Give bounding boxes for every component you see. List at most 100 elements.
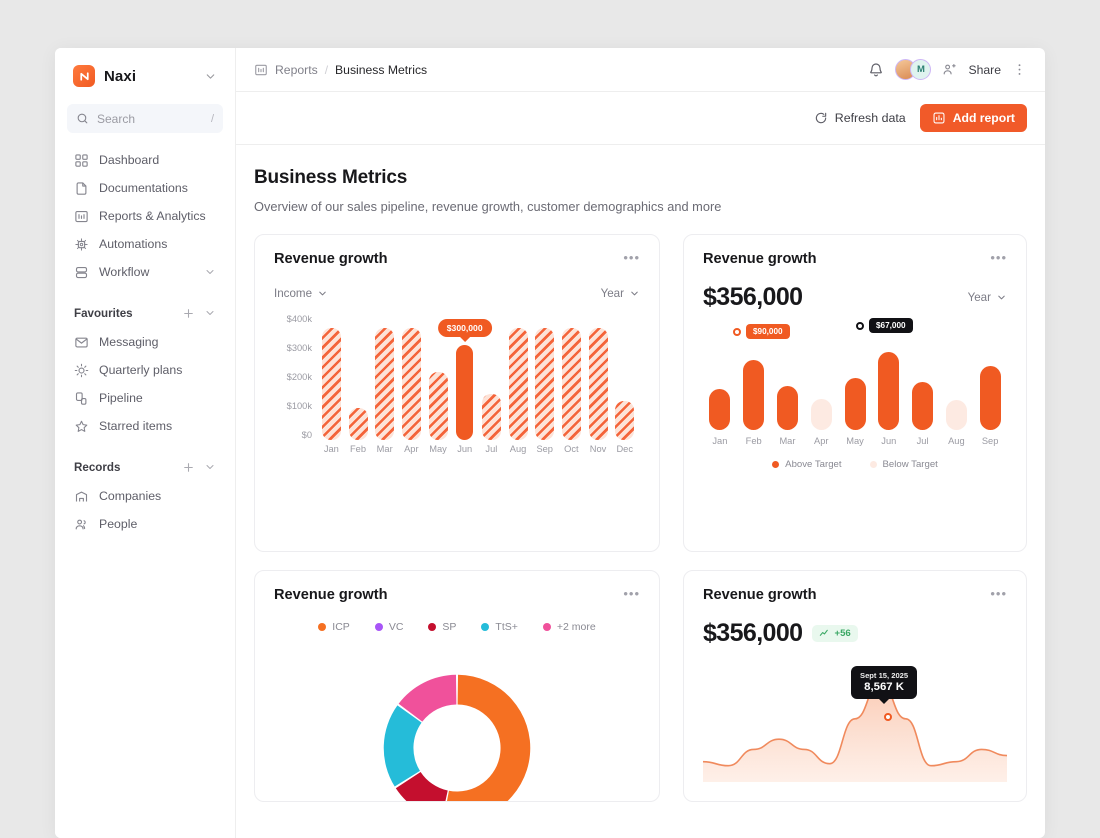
chevron-down-icon[interactable]: [204, 307, 216, 319]
bar-column[interactable]: [737, 360, 771, 430]
bar[interactable]: [776, 386, 798, 430]
bar[interactable]: [481, 394, 501, 440]
bar[interactable]: [743, 360, 765, 430]
sidebar-item-label: Messaging: [99, 335, 159, 349]
donut-slice[interactable]: [398, 674, 457, 722]
bar-column[interactable]: [585, 328, 612, 440]
sidebar-item-pipeline[interactable]: Pipeline: [67, 384, 223, 412]
card-title: Revenue growth: [274, 587, 388, 603]
bar[interactable]: [348, 408, 368, 440]
ellipsis-icon[interactable]: •••: [623, 250, 640, 265]
avatar-group[interactable]: M: [895, 59, 932, 80]
refresh-data-button[interactable]: Refresh data: [814, 111, 906, 125]
bar[interactable]: [428, 372, 448, 440]
sidebar-item-documentations[interactable]: Documentations: [67, 174, 223, 202]
bar-column[interactable]: [478, 394, 505, 440]
brand[interactable]: Naxi: [67, 48, 223, 104]
bar[interactable]: [878, 352, 900, 430]
add-report-button[interactable]: Add report: [919, 104, 1027, 132]
bell-icon[interactable]: [868, 62, 884, 78]
chevron-down-icon[interactable]: [204, 266, 216, 278]
legend-item[interactable]: +2 more: [542, 621, 596, 633]
bar-column[interactable]: [906, 382, 940, 430]
bar-column[interactable]: [398, 328, 425, 440]
bar[interactable]: [535, 328, 555, 440]
bar-column[interactable]: [611, 401, 638, 440]
bar[interactable]: [615, 401, 635, 440]
legend-item[interactable]: SP: [428, 621, 456, 633]
bar[interactable]: [456, 345, 474, 440]
plus-icon[interactable]: [182, 307, 195, 320]
bar[interactable]: [709, 389, 731, 430]
bar-column[interactable]: [703, 389, 737, 430]
bar-column[interactable]: [939, 400, 973, 430]
bar-column[interactable]: [318, 328, 345, 440]
bar[interactable]: [945, 400, 967, 430]
metric-select[interactable]: Income: [274, 287, 328, 300]
bar[interactable]: [508, 328, 528, 440]
ytick-label: $300k: [286, 343, 312, 353]
more-vertical-icon[interactable]: [1012, 62, 1027, 77]
legend-item[interactable]: VC: [374, 621, 403, 633]
bar-column[interactable]: [425, 372, 452, 440]
bar[interactable]: [810, 399, 832, 430]
sidebar-item-quarterly-plans[interactable]: Quarterly plans: [67, 356, 223, 384]
chevron-down-icon[interactable]: [204, 461, 216, 473]
breadcrumb-root[interactable]: Reports: [275, 62, 318, 77]
period-select[interactable]: Year: [601, 287, 640, 300]
bar-column[interactable]: [804, 399, 838, 430]
sidebar-item-companies[interactable]: Companies: [67, 482, 223, 510]
bar-column[interactable]: [345, 408, 372, 440]
card-title: Revenue growth: [274, 251, 388, 267]
donut-slice[interactable]: [443, 674, 531, 802]
bar[interactable]: [321, 328, 341, 440]
legend-item[interactable]: ICP: [318, 621, 350, 633]
sidebar-item-people[interactable]: People: [67, 510, 223, 538]
bar[interactable]: [401, 328, 421, 440]
bar-column[interactable]: [973, 366, 1007, 430]
bar-column[interactable]: [558, 328, 585, 440]
sidebar-item-dashboard[interactable]: Dashboard: [67, 146, 223, 174]
bar[interactable]: [844, 378, 866, 430]
card2-value: $356,000: [703, 283, 803, 311]
share-people-icon[interactable]: [942, 62, 957, 77]
xtick-label: Apr: [814, 436, 829, 446]
bar-column[interactable]: [838, 378, 872, 430]
bar-column[interactable]: [872, 352, 906, 430]
sidebar-item-automations[interactable]: Automations: [67, 230, 223, 258]
legend-below-target[interactable]: Below Target: [869, 459, 938, 470]
bar[interactable]: [912, 382, 934, 430]
ellipsis-icon[interactable]: •••: [990, 250, 1007, 265]
sidebar-item-workflow[interactable]: Workflow: [67, 258, 223, 286]
share-button[interactable]: Share: [968, 62, 1001, 77]
bar[interactable]: [561, 328, 581, 440]
chevron-down-icon[interactable]: [204, 70, 217, 83]
search-input[interactable]: Search /: [67, 104, 223, 133]
bar-column[interactable]: [771, 386, 805, 430]
sidebar-item-label: Documentations: [99, 181, 188, 195]
bar-column[interactable]: [531, 328, 558, 440]
legend-dot: [428, 623, 437, 631]
sidebar-item-label: Starred items: [99, 419, 173, 433]
xtick-label: Jul: [485, 444, 498, 454]
sidebar-item-starred-items[interactable]: Starred items: [67, 412, 223, 440]
ellipsis-icon[interactable]: •••: [623, 586, 640, 601]
ellipsis-icon[interactable]: •••: [990, 586, 1007, 601]
breadcrumb-current[interactable]: Business Metrics: [335, 62, 428, 77]
donut-slice[interactable]: [395, 771, 448, 802]
plus-icon[interactable]: [182, 461, 195, 474]
sidebar-item-messaging[interactable]: Messaging: [67, 328, 223, 356]
bar-column[interactable]: [371, 328, 398, 440]
grid-icon: [74, 153, 89, 168]
sidebar-item-reports-analytics[interactable]: Reports & Analytics: [67, 202, 223, 230]
donut-slice[interactable]: [383, 705, 422, 787]
bar-column[interactable]: [505, 328, 532, 440]
bar-column[interactable]: $300,000: [437, 319, 492, 440]
bar[interactable]: [588, 328, 608, 440]
reports-icon: [254, 63, 268, 77]
legend-above-target[interactable]: Above Target: [772, 459, 842, 470]
legend-item[interactable]: TtS+: [481, 621, 518, 633]
bar[interactable]: [375, 328, 395, 440]
period-select[interactable]: Year: [968, 291, 1007, 304]
bar[interactable]: [979, 366, 1001, 430]
